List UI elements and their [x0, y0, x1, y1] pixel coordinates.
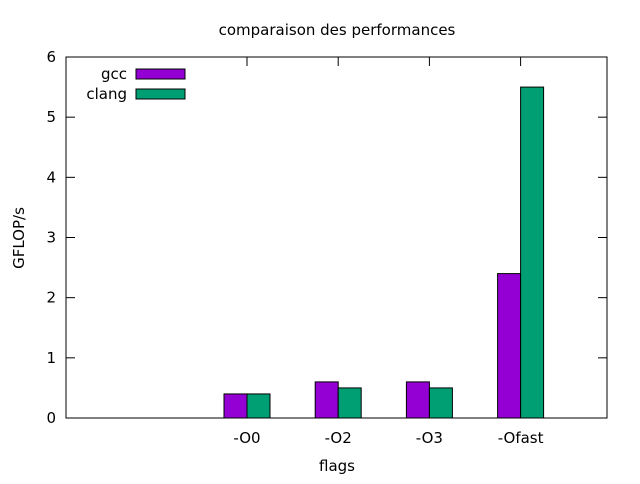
- x-tick-label-2: -O3: [416, 429, 443, 447]
- y-tick-label-4: 4: [46, 168, 56, 186]
- legend-label-clang: clang: [86, 85, 127, 103]
- x-tick-label-3: -Ofast: [498, 429, 544, 447]
- bar-gcc-o2: [314, 381, 339, 419]
- legend-swatch-gcc: [135, 68, 186, 80]
- bar-clang-o2: [337, 387, 362, 419]
- bar-gcc-o3: [405, 381, 430, 419]
- y-tick-label-1: 1: [46, 349, 56, 367]
- x-tick-label-1: -O2: [325, 429, 352, 447]
- y-tick-label-6: 6: [46, 48, 56, 66]
- legend-label-gcc: gcc: [101, 65, 127, 83]
- y-tick-label-2: 2: [46, 289, 56, 307]
- bar-gcc-ofast: [497, 273, 522, 419]
- y-axis-label: GFLOP/s: [10, 207, 28, 269]
- legend: gcc clang: [86, 65, 186, 103]
- x-axis-label: flags: [319, 457, 355, 475]
- bar-clang-o0: [246, 393, 271, 419]
- y-tick-label-3: 3: [46, 229, 56, 247]
- legend-swatch-clang: [135, 88, 186, 100]
- plot-area: 0 1 2 3 4 5 6 -O0 -O2 -O3 -Ofast: [46, 48, 608, 447]
- y-tick-label-0: 0: [46, 409, 56, 427]
- bar-clang-ofast: [520, 86, 545, 419]
- x-tick-label-0: -O0: [233, 429, 260, 447]
- chart-title: comparaison des performances: [219, 21, 456, 39]
- bar-gcc-o0: [223, 393, 248, 419]
- bar-clang-o3: [428, 387, 453, 419]
- y-tick-label-5: 5: [46, 108, 56, 126]
